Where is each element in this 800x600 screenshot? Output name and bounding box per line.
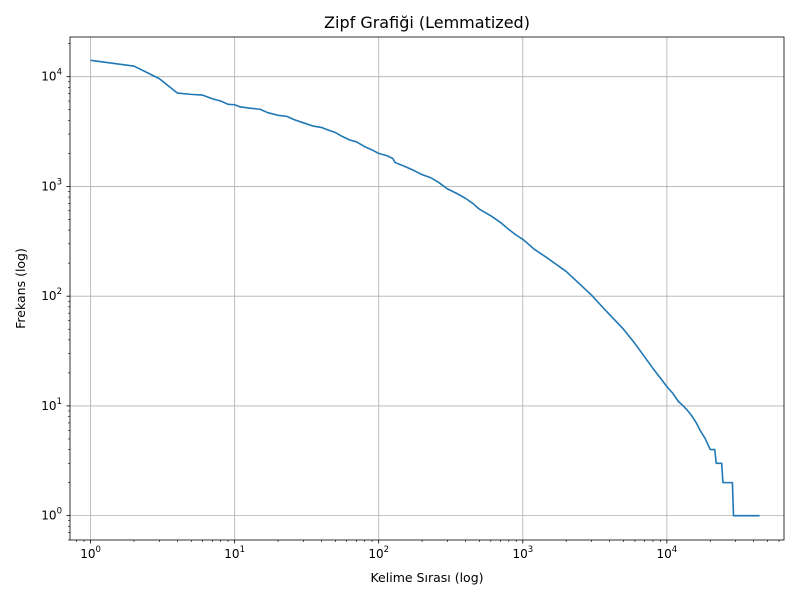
x-axis-ticks: 100 101 102 103 104 [76,540,780,561]
y-tick-label-base: 10 [41,289,56,303]
series-layer [90,59,760,517]
y-tick-label: 101 [41,397,62,413]
y-tick-label-exponent: 2 [57,287,62,297]
series-line-lemmatized [90,59,760,517]
y-tick-label-exponent: 0 [57,507,62,517]
chart-title: Zipf Grafiği (Lemmatized) [324,13,530,32]
y-tick-label-exponent: 4 [57,68,62,78]
y-axis-label: Frekans (log) [13,248,28,329]
y-tick-label-base: 10 [41,509,56,523]
grid-lines [70,37,784,540]
y-tick-label-base: 10 [41,399,56,413]
y-tick-label: 102 [41,287,62,303]
y-tick-label-base: 10 [41,70,56,84]
x-tick-label-base: 10 [657,547,672,561]
x-tick-label: 102 [368,545,389,561]
y-tick-label: 100 [41,507,62,523]
x-tick-label-exponent: 1 [240,545,245,555]
x-tick-label-base: 10 [512,547,527,561]
x-tick-label-base: 10 [368,547,383,561]
y-tick-label: 103 [41,177,62,193]
x-tick-label: 103 [512,545,533,561]
x-axis-label: Kelime Sırası (log) [370,570,483,585]
y-tick-label-exponent: 3 [57,177,62,187]
x-tick-label-exponent: 2 [384,545,389,555]
y-tick-label-base: 10 [41,179,56,193]
x-tick-label-base: 10 [80,547,95,561]
x-tick-label-base: 10 [224,547,239,561]
y-tick-label: 104 [41,68,62,84]
x-tick-label: 104 [657,545,678,561]
y-tick-label-exponent: 1 [57,397,62,407]
x-tick-label: 101 [224,545,245,561]
x-tick-label-exponent: 4 [672,545,677,555]
x-tick-label-exponent: 0 [95,545,100,555]
x-tick-label: 100 [80,545,101,561]
x-tick-label-exponent: 3 [528,545,533,555]
plot-frame [69,36,785,541]
